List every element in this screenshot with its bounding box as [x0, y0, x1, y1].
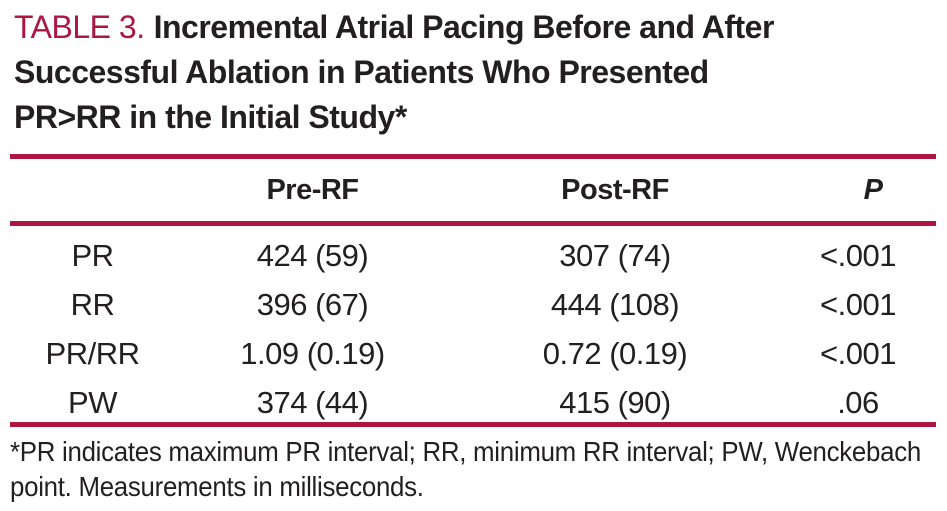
p-value: <.001: [820, 237, 896, 273]
row-label: RR: [70, 286, 115, 322]
title-line-3: PR>RR in the Initial Study*: [14, 99, 407, 135]
column-header-pre-rf: Pre-RF: [175, 154, 450, 226]
row-label: PR/RR: [45, 335, 140, 371]
p-value: <.001: [820, 335, 896, 371]
column-header-empty: [10, 154, 175, 226]
table-number-label: TABLE 3.: [14, 9, 145, 45]
incremental-pacing-table: Pre-RF Post-RF P PR 424 (59) 307 (74) <.…: [10, 154, 936, 427]
table-row-rr: RR 396 (67) 444 (108) <.001: [10, 275, 936, 324]
post-rf-value: 307 (74): [559, 237, 671, 273]
footnote-line-2: point. Measurements in milliseconds.: [10, 471, 424, 502]
table-footnote: *PR indicates maximum PR interval; RR, m…: [10, 434, 921, 504]
row-label: PR: [71, 237, 114, 273]
title-line-1-text: Incremental Atrial Pacing Before and Aft…: [153, 9, 775, 45]
table-title: TABLE 3. Incremental Atrial Pacing Before…: [14, 5, 774, 140]
pre-rf-value: 374 (44): [175, 373, 450, 427]
row-label: PW: [10, 373, 175, 427]
pre-rf-value: 1.09 (0.19): [240, 335, 385, 371]
table-row-pr: PR 424 (59) 307 (74) <.001: [10, 224, 936, 276]
column-header-p: P: [780, 154, 936, 226]
post-rf-value: 415 (90): [450, 373, 780, 427]
title-line-1: TABLE 3. Incremental Atrial Pacing Before…: [14, 5, 774, 50]
table-row-pw: PW 374 (44) 415 (90) .06: [10, 373, 936, 427]
p-value: <.001: [820, 286, 896, 322]
post-rf-value: 0.72 (0.19): [542, 335, 688, 371]
table-row-pr-rr: PR/RR 1.09 (0.19) 0.72 (0.19) <.001: [10, 324, 936, 373]
column-header-post-rf: Post-RF: [450, 154, 780, 226]
pre-rf-value: 424 (59): [256, 237, 369, 273]
pre-rf-value: 396 (67): [256, 286, 369, 322]
p-value: .06: [780, 373, 936, 427]
title-line-2: Successful Ablation in Patients Who Pres…: [14, 54, 709, 90]
post-rf-value: 444 (108): [550, 286, 680, 322]
footnote-line-1: *PR indicates maximum PR interval; RR, m…: [10, 436, 921, 467]
header-row: Pre-RF Post-RF P: [10, 154, 936, 226]
